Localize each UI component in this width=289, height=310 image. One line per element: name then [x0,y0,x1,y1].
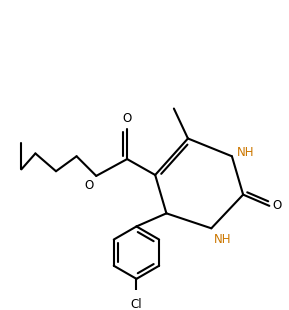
Text: Cl: Cl [131,299,142,310]
Text: O: O [84,179,93,192]
Text: O: O [272,199,281,212]
Text: NH: NH [214,233,231,246]
Text: O: O [123,113,132,125]
Text: NH: NH [237,146,254,159]
